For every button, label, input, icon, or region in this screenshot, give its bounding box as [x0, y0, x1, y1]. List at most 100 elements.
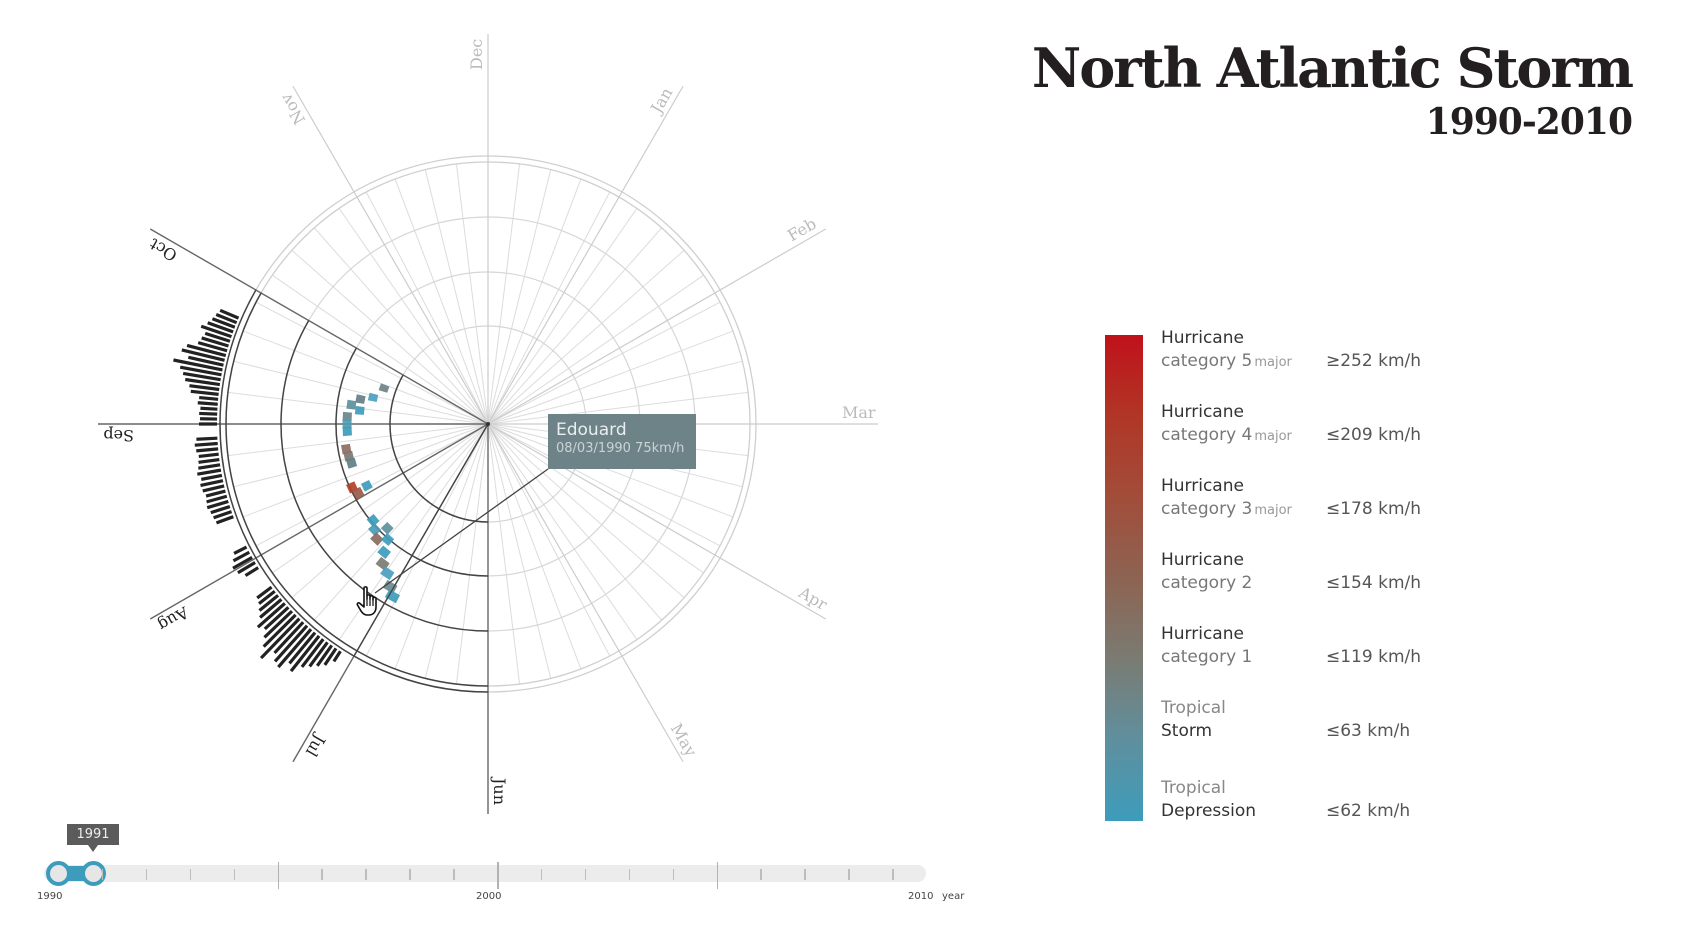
storm-cell	[352, 486, 365, 500]
major-tag: major	[1254, 355, 1292, 370]
storm-cell	[380, 521, 394, 535]
histogram-bar	[233, 545, 248, 555]
grid-spoke	[242, 330, 489, 425]
histogram-bar	[185, 377, 221, 387]
histogram-bar	[211, 317, 236, 329]
grid-spoke	[291, 423, 489, 599]
grid-spoke	[487, 169, 552, 425]
slider-tick	[716, 862, 718, 889]
storm-cell	[342, 426, 352, 437]
legend-item-cat3[interactable]: Hurricane category 3 major ≤178 km/h	[1161, 475, 1521, 523]
major-tag: major	[1254, 429, 1292, 444]
grid-spoke	[394, 423, 489, 670]
grid-spoke	[487, 423, 521, 685]
major-tag: major	[1254, 503, 1292, 518]
storm-cell	[345, 457, 358, 469]
histogram-bar	[277, 628, 313, 669]
grid-spoke	[424, 169, 489, 425]
grid-spoke	[487, 423, 582, 670]
month-axis-nov	[292, 85, 489, 425]
month-label-mar: Mar	[842, 403, 876, 422]
grid-spoke	[487, 423, 721, 547]
histogram-bar	[189, 384, 220, 392]
grid-spoke	[313, 423, 489, 621]
histogram-bar	[186, 343, 227, 358]
month-label-jun: Jun	[490, 776, 509, 805]
histogram-bar	[201, 336, 229, 348]
grid-spoke	[487, 191, 611, 425]
year-range-slider[interactable]	[44, 861, 926, 889]
month-axis-may	[487, 423, 684, 763]
grid-spoke	[487, 423, 638, 640]
month-label-nov: Nov	[276, 90, 309, 128]
month-axis-feb	[487, 228, 827, 425]
highlight-ring	[389, 374, 489, 523]
grid-spoke	[338, 208, 489, 425]
legend-sublabel: Storm	[1161, 721, 1213, 741]
grid-spoke	[365, 191, 489, 425]
slider-tick	[584, 869, 587, 880]
legend-speed: ≤63 km/h	[1326, 721, 1411, 741]
storm-cell	[360, 479, 373, 492]
range-end-handle[interactable]	[81, 861, 106, 886]
slider-tick	[101, 869, 104, 880]
grid-spoke	[455, 163, 489, 425]
slider-tick	[365, 869, 367, 880]
month-label-may: May	[667, 720, 701, 760]
histogram-bar	[300, 638, 325, 668]
histogram-bar	[198, 457, 220, 464]
highlight-ring	[225, 292, 489, 687]
grid-spoke	[455, 423, 489, 685]
legend-speed: ≤119 km/h	[1326, 647, 1422, 667]
slider-tick	[804, 869, 806, 880]
histogram-bar	[190, 389, 219, 396]
legend-item-cat4[interactable]: Hurricane category 4 major ≤209 km/h	[1161, 401, 1521, 449]
histogram-bar	[199, 411, 218, 416]
storm-cell	[384, 589, 401, 604]
grid-spoke	[487, 423, 685, 599]
histogram-bar	[215, 312, 238, 325]
histogram-bar	[263, 606, 290, 631]
grid-spoke	[394, 178, 489, 425]
histogram-bar	[200, 473, 223, 481]
histogram-bar	[199, 395, 219, 401]
grid-spoke	[233, 423, 489, 488]
grid-spoke	[487, 208, 638, 425]
slider-tick	[497, 862, 499, 889]
histogram-bar	[232, 550, 251, 563]
histogram-bar	[197, 401, 218, 406]
legend-item-cat1[interactable]: Hurricane category 1 ≤119 km/h	[1161, 623, 1521, 671]
grid-spoke	[487, 360, 743, 425]
grid-spoke	[487, 163, 521, 425]
slider-label-1990: 1990	[37, 891, 63, 902]
legend-item-tropical-storm[interactable]: Tropical Storm ≤63 km/h	[1161, 697, 1521, 745]
legend-item-cat5[interactable]: Hurricane category 5 major ≥252 km/h	[1161, 327, 1521, 375]
histogram-bar	[258, 589, 276, 605]
year-range-title: 1990-2010	[1425, 100, 1633, 143]
highlight-ring	[335, 347, 489, 577]
histogram-bar	[244, 566, 260, 577]
range-start-handle[interactable]	[46, 861, 71, 886]
slider-tick	[277, 862, 279, 889]
histogram-bar	[289, 634, 321, 673]
histogram-bar	[200, 406, 218, 411]
legend-label: Tropical	[1161, 778, 1226, 798]
slider-track[interactable]	[44, 865, 926, 882]
histogram-bar	[210, 505, 231, 515]
histogram-bar	[181, 348, 225, 362]
histogram-bar	[258, 594, 280, 612]
histogram-bar	[256, 585, 273, 600]
histogram-bar	[256, 602, 286, 629]
storm-cell	[377, 545, 391, 560]
storm-cell	[366, 513, 380, 527]
histogram-bar	[173, 358, 223, 372]
storm-cell	[378, 383, 390, 393]
slider-label-2000: 2000	[476, 891, 502, 902]
legend-item-tropical-depression[interactable]: Tropical Depression ≤62 km/h	[1161, 777, 1521, 825]
radial-storm-chart[interactable]: Dec Jan Feb Mar Apr May Jun Jul Aug Sep Oct Nov	[0, 0, 1000, 860]
tooltip-pointer-line	[374, 468, 549, 594]
title-block: North Atlantic Storm 1990-2010	[1032, 40, 1634, 143]
histogram-bar	[308, 641, 329, 668]
legend-item-cat2[interactable]: Hurricane category 2 ≤154 km/h	[1161, 549, 1521, 597]
histogram-bar	[273, 621, 305, 655]
